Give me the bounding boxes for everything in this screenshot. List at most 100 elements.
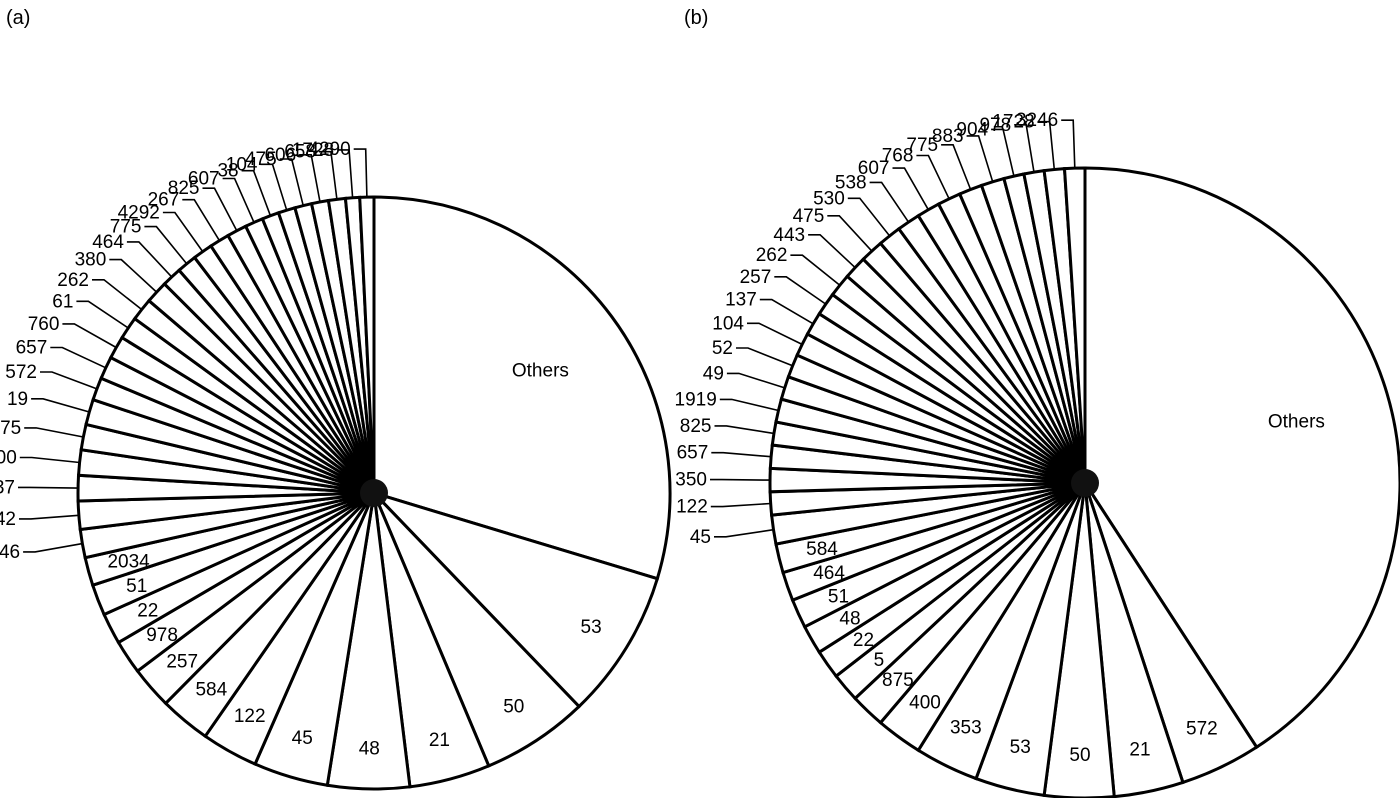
pie-a-leader-875 [24,427,84,438]
pie-a-leader-267 [182,198,221,242]
pie-b-slice-label-978: 978 [979,115,1011,136]
pie-a-slice-label-19: 19 [7,389,28,410]
pie-a-slice-label-380: 380 [75,250,107,271]
pie-b-slice-label-400: 400 [909,693,941,714]
pie-b-slice-label-572: 572 [1186,718,1218,739]
pie-a-leader-657 [50,346,107,369]
pie-a-leader-4292 [162,211,204,253]
pie-b-slice-label-607: 607 [858,158,890,179]
pie-b-slice-label-53: 53 [1010,737,1031,758]
pie-b-slice-label-45: 45 [690,527,711,548]
pie-a-slice-label-46: 46 [0,542,20,563]
pie-a-slice-label-400: 400 [0,448,17,469]
pie-a-leader-658 [318,150,338,200]
pie-a-slice-label-262: 262 [57,270,89,291]
pie-b-leader-607 [892,167,929,211]
pie-b-slice-label-657: 657 [677,443,709,464]
pie-b-slice-label-262: 262 [756,245,788,266]
pie-a-leader-19 [31,397,90,413]
pie-b-slice-label-51: 51 [828,586,849,607]
pie-a-slice-label-104: 104 [226,154,258,175]
pie-a-leader-46 [23,542,83,553]
pie-a-center [360,479,388,507]
pie-a-leader-760 [62,323,117,349]
pie-a-slice-label-22: 22 [137,601,158,622]
pie-a-slice-label-775: 775 [110,217,142,238]
pie-a-slice-label-4292: 4292 [118,203,160,224]
pie-a-slice-label-475: 475 [245,149,277,170]
pie-b-slice-label-530: 530 [813,188,845,209]
pie-b-leader-657 [711,451,772,458]
pie-a-slice-label-658: 658 [284,142,316,163]
pie-b-leader-1728 [1037,120,1056,170]
pie-a-slice-53 [368,489,660,709]
pie-b-slice-label-350: 350 [675,470,707,491]
pie-b-leader-122 [710,502,771,508]
pie-a-slice-Others [372,195,672,581]
pie-a-slice-label-825: 825 [168,178,200,199]
pie-b-leader-443 [808,234,856,269]
pie-b-leader-978 [1014,124,1035,173]
pie-a-leader-61 [76,300,129,329]
pie-a-slice-label-51: 51 [126,576,147,597]
pie-a-slice-label-267: 267 [148,190,180,211]
pie-a-leader-775 [144,225,188,265]
pie-b-slice-label-21: 21 [1129,739,1150,760]
pie-a-leader-42 [19,514,79,520]
pie-a-slice-label-584: 584 [195,680,227,701]
pie-a-slice-label-122: 122 [234,706,266,727]
pie-b-slice-label-1728: 1728 [992,112,1034,133]
pie-b-slice-label-904: 904 [956,119,988,140]
pie-b-slice-label-875: 875 [882,670,914,691]
pie-b-leader-883 [966,135,994,183]
pie-b-slice-label-443: 443 [773,225,805,246]
pie-b-slice-label-825: 825 [680,416,712,437]
pie-a-leader-400 [19,456,80,464]
pie-b-leader-3246 [1061,119,1076,169]
pie-a-leader-137 [18,486,79,489]
pie-a-leader-1728 [337,149,354,198]
pie-b-slice-label-3246: 3246 [1016,110,1058,131]
pie-a-leader-4290 [353,148,368,198]
pie-b-leader-825 [714,425,775,435]
pie-b-leader-904 [991,128,1015,177]
pie-b-leader-45 [714,528,774,538]
pie-b-center [1071,469,1099,497]
pie-a-slice-label-875: 875 [0,418,21,439]
pie-a-slice-label-Others: Others [512,361,569,382]
pie-a-slice-label-53: 53 [581,617,602,638]
pie-b-leader-52 [736,347,793,367]
pie-b-slice-label-775: 775 [906,135,938,156]
pie-a-slice-label-760: 760 [28,314,60,335]
pie-a-leader-38 [241,169,272,216]
pie-b-slice-label-137: 137 [725,290,757,311]
pie-a-leader-572 [40,371,98,390]
pie-b-slice-label-538: 538 [835,172,867,193]
pie-b-leader-350 [710,478,771,481]
pie-b-slice-label-104: 104 [712,313,744,334]
pie-a-slice-label-21: 21 [429,730,450,751]
pie-b-slice-label-Others: Others [1268,411,1325,432]
pie-a-leader-104 [260,163,288,211]
pie-b-slice-label-584: 584 [806,539,838,560]
pie-a-slice-label-607: 607 [188,169,220,190]
panel-label-a: (a) [6,7,30,29]
pie-a-slice-label-50: 50 [503,697,524,718]
pie-b-slice-label-5: 5 [874,650,885,671]
panel-label-b: (b) [684,7,708,29]
pie-a-leader-262 [92,278,143,311]
pie-b-slice-label-52: 52 [712,338,733,359]
pie-b-slice-label-22: 22 [853,630,874,651]
pie-b-slice-label-464: 464 [813,563,845,584]
pie-chart-a: Others5350214845122584257978225120344642… [0,139,672,791]
pie-b-leader-775 [941,144,972,190]
pie-b-leader-530 [847,197,891,237]
pie-b-leader-262 [790,254,841,286]
pie-a-leader-606 [299,154,321,203]
pie-b-slice-label-257: 257 [740,267,772,288]
pie-b-leader-538 [869,181,910,223]
pie-b-leader-137 [759,298,814,325]
pie-b-leader-1919 [719,398,779,412]
